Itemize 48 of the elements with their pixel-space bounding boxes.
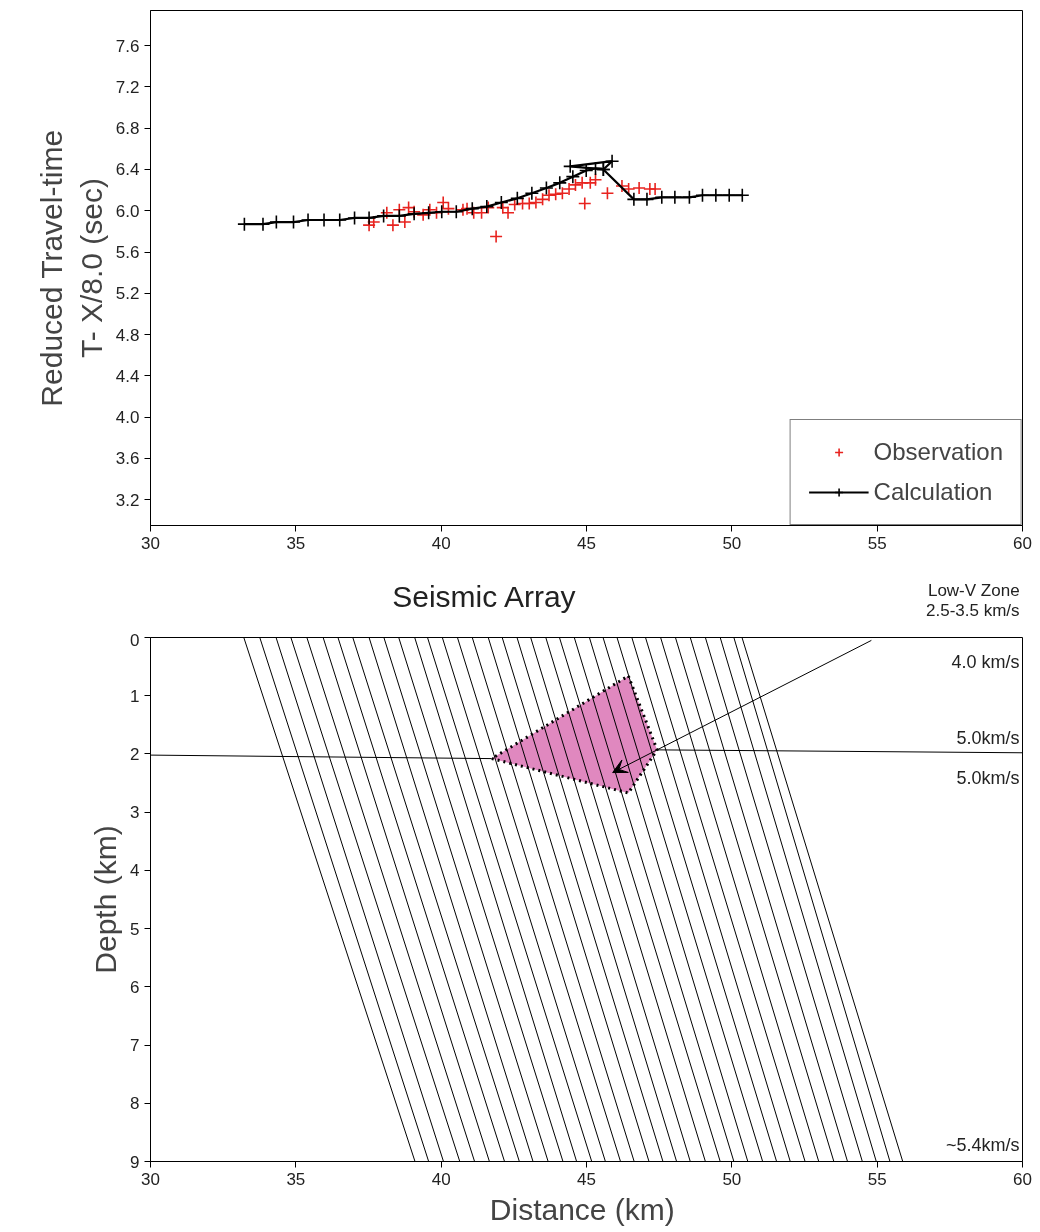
legend-label: Observation — [873, 438, 1003, 466]
x-tick-label: 40 — [431, 1169, 451, 1189]
text: Low-V Zone — [927, 580, 1020, 600]
x-axis-title: Distance (km) — [489, 1192, 675, 1226]
y-tick-label: 6.8 — [115, 119, 140, 139]
y-tick-label: 7.2 — [115, 77, 140, 97]
y-tick-label: 5 — [130, 919, 140, 939]
text: Seismic Array — [392, 579, 576, 613]
y-tick-label: 6 — [130, 977, 140, 997]
annotation: 4.0 km/s — [951, 651, 1020, 672]
annotation: 5.0km/s — [956, 727, 1020, 748]
y-tick-label: 6.4 — [115, 160, 140, 180]
y-tick-label: 0 — [130, 630, 140, 650]
x-tick-label: 40 — [431, 533, 451, 553]
y-tick-label: 2 — [130, 744, 140, 764]
y-tick-label: 4.0 — [115, 408, 140, 428]
x-tick-label: 35 — [286, 1169, 306, 1189]
x-tick-label: 60 — [1013, 1169, 1032, 1189]
y-tick-label: 3.6 — [115, 449, 140, 469]
y-tick-label: 4 — [130, 861, 140, 881]
x-tick-label: 50 — [722, 1169, 742, 1189]
y-tick-label: 7 — [130, 1036, 140, 1056]
x-tick-label: 55 — [867, 533, 887, 553]
x-tick-label: 60 — [1013, 533, 1032, 553]
y-tick-label: 9 — [130, 1152, 140, 1172]
y-tick-label: 4.8 — [115, 325, 140, 345]
y-tick-label: 5.2 — [115, 284, 140, 304]
y-tick-label: 3.2 — [115, 490, 140, 510]
y-axis-title: Reduced Travel-time T- X/8.0 (sec) — [35, 129, 108, 407]
text: 2.5-3.5 km/s — [926, 601, 1020, 621]
legend-label: Calculation — [873, 478, 993, 506]
x-tick-label: 45 — [577, 1169, 596, 1189]
y-tick-label: 7.6 — [115, 36, 140, 56]
y-tick-label: 5.6 — [115, 243, 140, 262]
y-tick-label: 6.0 — [115, 201, 140, 221]
x-tick-label: 50 — [722, 533, 742, 553]
y-tick-label: 4.4 — [115, 366, 140, 386]
x-tick-label: 35 — [286, 533, 306, 553]
y-tick-label: 1 — [130, 686, 140, 706]
y-tick-label: 8 — [130, 1094, 140, 1114]
annotation: ~5.4km/s — [946, 1135, 1020, 1156]
y-tick-label: 3 — [130, 803, 140, 823]
y-axis-title: Depth (km) — [89, 825, 123, 974]
annotation: 5.0km/s — [956, 768, 1020, 789]
x-tick-label: 30 — [141, 1169, 160, 1189]
x-tick-label: 55 — [867, 1169, 887, 1189]
x-tick-label: 30 — [141, 533, 160, 553]
x-tick-label: 45 — [577, 533, 596, 553]
